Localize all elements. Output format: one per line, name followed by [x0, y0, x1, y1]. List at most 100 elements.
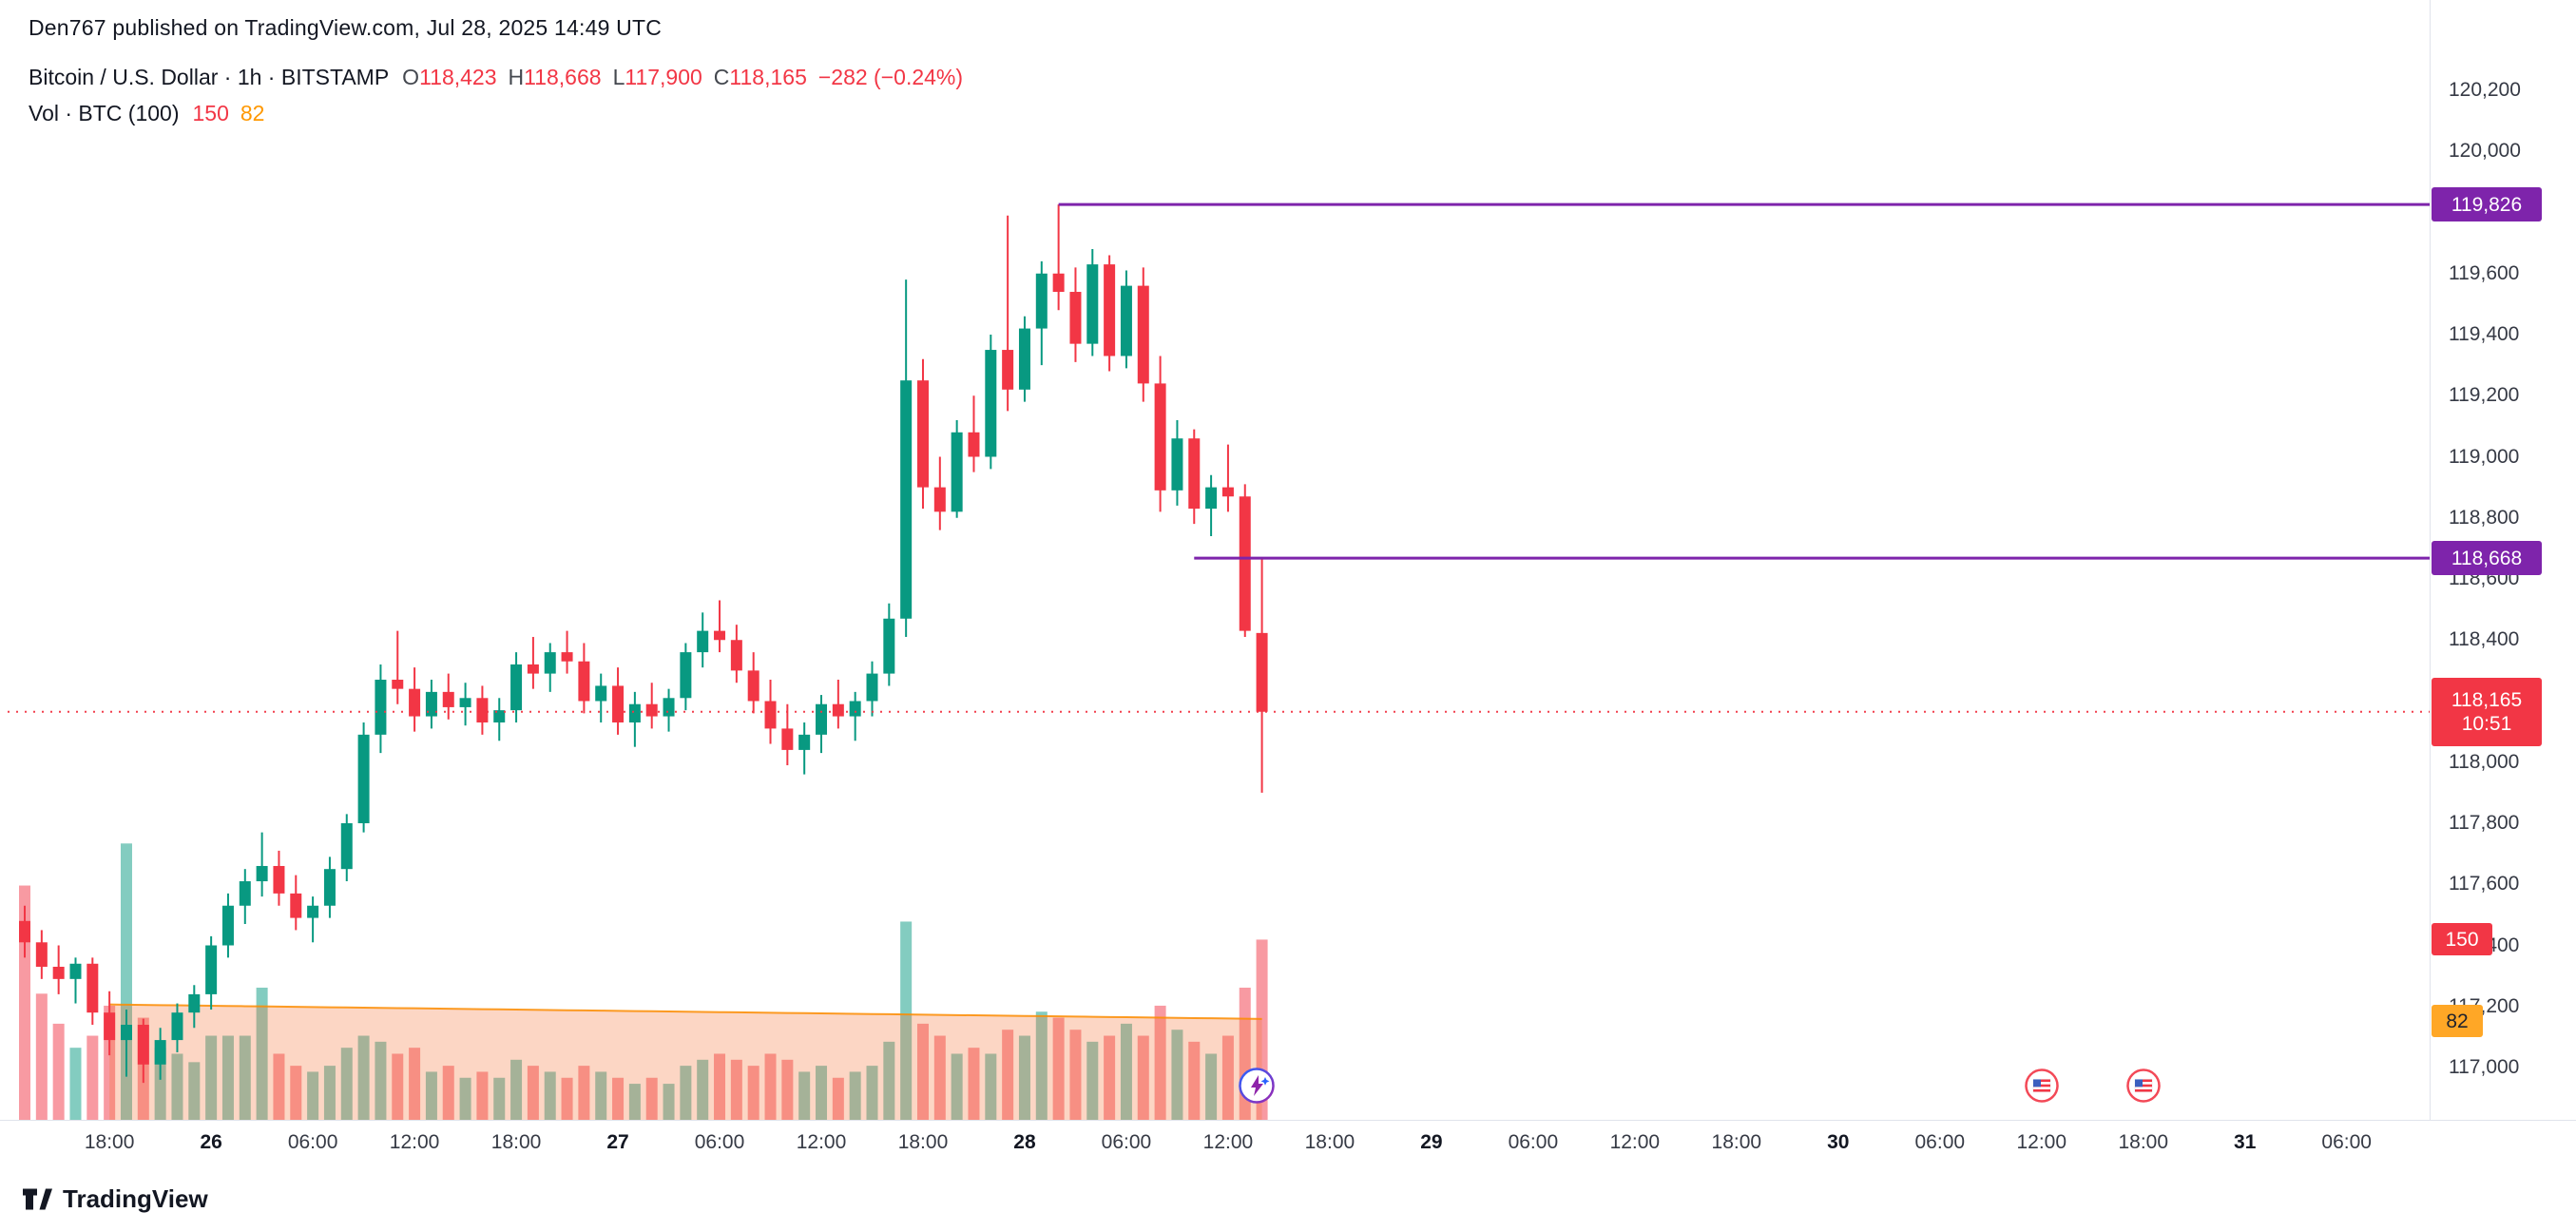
candle-body: [730, 640, 742, 671]
candle-body: [1035, 273, 1048, 329]
candle-body: [137, 1025, 149, 1065]
candle-body: [1104, 264, 1116, 356]
volume-bar: [1035, 1011, 1048, 1120]
candle-body: [273, 865, 285, 894]
volume-indicator-label: Vol · BTC (100): [29, 100, 180, 125]
volume-bar: [697, 1059, 709, 1120]
candle-body: [1137, 285, 1149, 384]
time-tick: 29: [1420, 1131, 1443, 1153]
time-tick: 06:00: [1508, 1131, 1559, 1153]
close-label: C: [713, 64, 730, 89]
volume-bar: [968, 1048, 980, 1120]
volume-bar: [933, 1035, 946, 1120]
candle-body: [205, 945, 218, 994]
candle-body: [612, 685, 625, 722]
candle-body: [781, 728, 794, 750]
candle-body: [340, 823, 353, 870]
volume-bar: [1104, 1035, 1116, 1120]
candle-body: [900, 380, 913, 619]
candle-body: [628, 703, 641, 722]
tradingview-logo[interactable]: TradingView: [21, 1184, 208, 1214]
volume-bar: [188, 1062, 201, 1120]
volume-bar: [1154, 1005, 1166, 1120]
volume-bar: [544, 1071, 556, 1120]
open-label: O: [402, 64, 420, 89]
volume-bar: [832, 1077, 844, 1120]
candle-body: [1018, 328, 1030, 390]
candle-body: [290, 893, 302, 918]
magic-sparkle-icon[interactable]: [1237, 1066, 1277, 1110]
volume-bar: [87, 1035, 99, 1120]
candle-body: [1239, 496, 1251, 631]
symbol-title: Bitcoin / U.S. Dollar · 1h · BITSTAMP: [29, 64, 390, 89]
candle-body: [866, 673, 878, 702]
high-value: 118,668: [524, 64, 602, 89]
candle-body: [595, 685, 607, 702]
candle-body: [35, 942, 48, 967]
price-axis-separator: [2430, 0, 2431, 1120]
candle-body: [256, 865, 268, 882]
candle-body: [816, 703, 828, 735]
volume-bar: [1069, 1030, 1082, 1120]
volume-bar: [239, 1035, 251, 1120]
price-tick: 120,000: [2449, 140, 2521, 163]
volume-bar: [900, 921, 913, 1120]
volume-bar: [1018, 1035, 1030, 1120]
price-tick: 119,200: [2449, 384, 2520, 407]
volume-value: 150: [192, 100, 229, 125]
high-label: H: [508, 64, 525, 89]
candle-body: [747, 670, 759, 702]
price-tick: 117,600: [2449, 873, 2520, 895]
volume-bar: [561, 1077, 573, 1120]
time-tick: 12:00: [1202, 1131, 1254, 1153]
candle-body: [459, 698, 471, 707]
volume-bar: [19, 885, 30, 1120]
volume-bar: [375, 1041, 387, 1120]
time-tick: 12:00: [796, 1131, 847, 1153]
time-tick: 26: [200, 1131, 222, 1153]
price-tick: 118,800: [2449, 506, 2520, 529]
time-tick: 06:00: [287, 1131, 338, 1153]
candle-body: [645, 703, 658, 717]
volume-bar: [1137, 1035, 1149, 1120]
volume-bar: [747, 1066, 759, 1120]
candle-body: [104, 1012, 116, 1041]
change-value: −282 (−0.24%): [817, 64, 964, 89]
time-tick: 18:00: [1304, 1131, 1355, 1153]
volume-ma-area: [109, 1004, 1262, 1120]
us-flag-event-icon[interactable]: [2125, 1068, 2162, 1108]
volume-bar: [357, 1035, 370, 1120]
volume-bar: [221, 1035, 234, 1120]
us-flag-event-icon[interactable]: [2024, 1068, 2060, 1108]
time-tick: 06:00: [2321, 1131, 2372, 1153]
candle-body: [985, 350, 997, 457]
price-tick: 117,000: [2449, 1056, 2520, 1078]
price-tick: 118,400: [2449, 628, 2520, 651]
chart-legend[interactable]: Bitcoin / U.S. Dollar · 1h · BITSTAMP O 1…: [29, 59, 963, 131]
candle-body: [764, 701, 777, 729]
close-value: 118,165: [729, 64, 807, 89]
candle-body: [968, 432, 980, 457]
volume-ma-badge: 82: [2432, 1005, 2483, 1038]
volume-ma-value: 82: [240, 100, 265, 125]
symbol-legend-row: Bitcoin / U.S. Dollar · 1h · BITSTAMP O 1…: [29, 59, 963, 95]
time-tick: 28: [1013, 1131, 1036, 1153]
candle-body: [120, 1025, 132, 1041]
volume-bar: [527, 1066, 539, 1120]
volume-bar: [442, 1066, 454, 1120]
candle-body: [916, 380, 929, 488]
candle-body: [544, 652, 556, 674]
time-tick: 12:00: [2016, 1131, 2067, 1153]
volume-bar: [1171, 1030, 1183, 1120]
time-tick: 18:00: [2118, 1131, 2169, 1153]
price-tick: 119,600: [2449, 261, 2520, 284]
volume-bar: [645, 1077, 658, 1120]
volume-bar: [459, 1077, 471, 1120]
time-tick: 06:00: [1914, 1131, 1966, 1153]
candle-body: [1069, 292, 1082, 344]
volume-bar: [35, 993, 48, 1120]
volume-bar: [951, 1053, 963, 1120]
volume-bar: [171, 1053, 183, 1120]
